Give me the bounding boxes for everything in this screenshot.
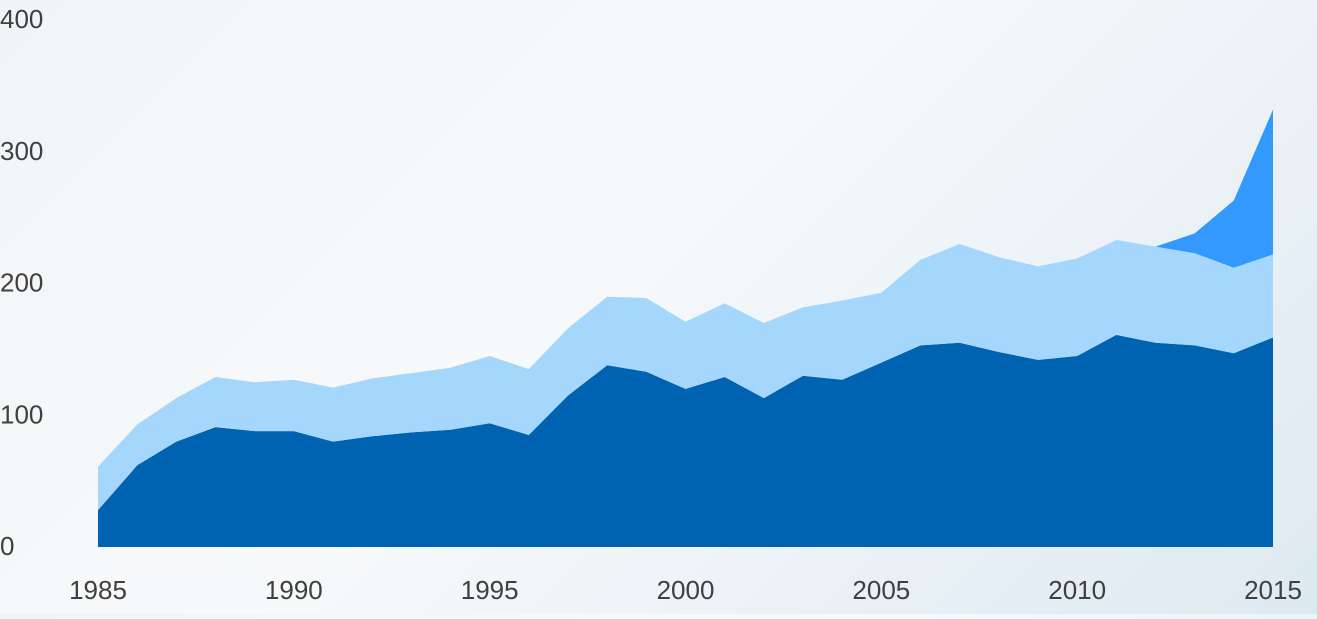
x-tick-label: 2010 [1048, 575, 1106, 605]
y-tick-label: 200 [0, 268, 43, 298]
y-axis: 0 100 200 300 400 [0, 4, 43, 561]
y-tick-label: 400 [0, 4, 43, 34]
y-tick-label: 300 [0, 136, 43, 166]
area-series-2 [98, 240, 1273, 511]
x-tick-label: 1995 [461, 575, 519, 605]
area-series-1 [98, 334, 1273, 547]
x-tick-label: 2005 [852, 575, 910, 605]
x-tick-label: 1985 [69, 575, 127, 605]
y-tick-label: 0 [0, 531, 14, 561]
x-tick-label: 2015 [1244, 575, 1302, 605]
x-tick-label: 2000 [657, 575, 715, 605]
x-tick-label: 1990 [265, 575, 323, 605]
y-tick-label: 100 [0, 399, 43, 429]
areas-layer [98, 109, 1273, 547]
x-axis: 1985 1990 1995 2000 2005 2010 2015 [69, 575, 1302, 605]
